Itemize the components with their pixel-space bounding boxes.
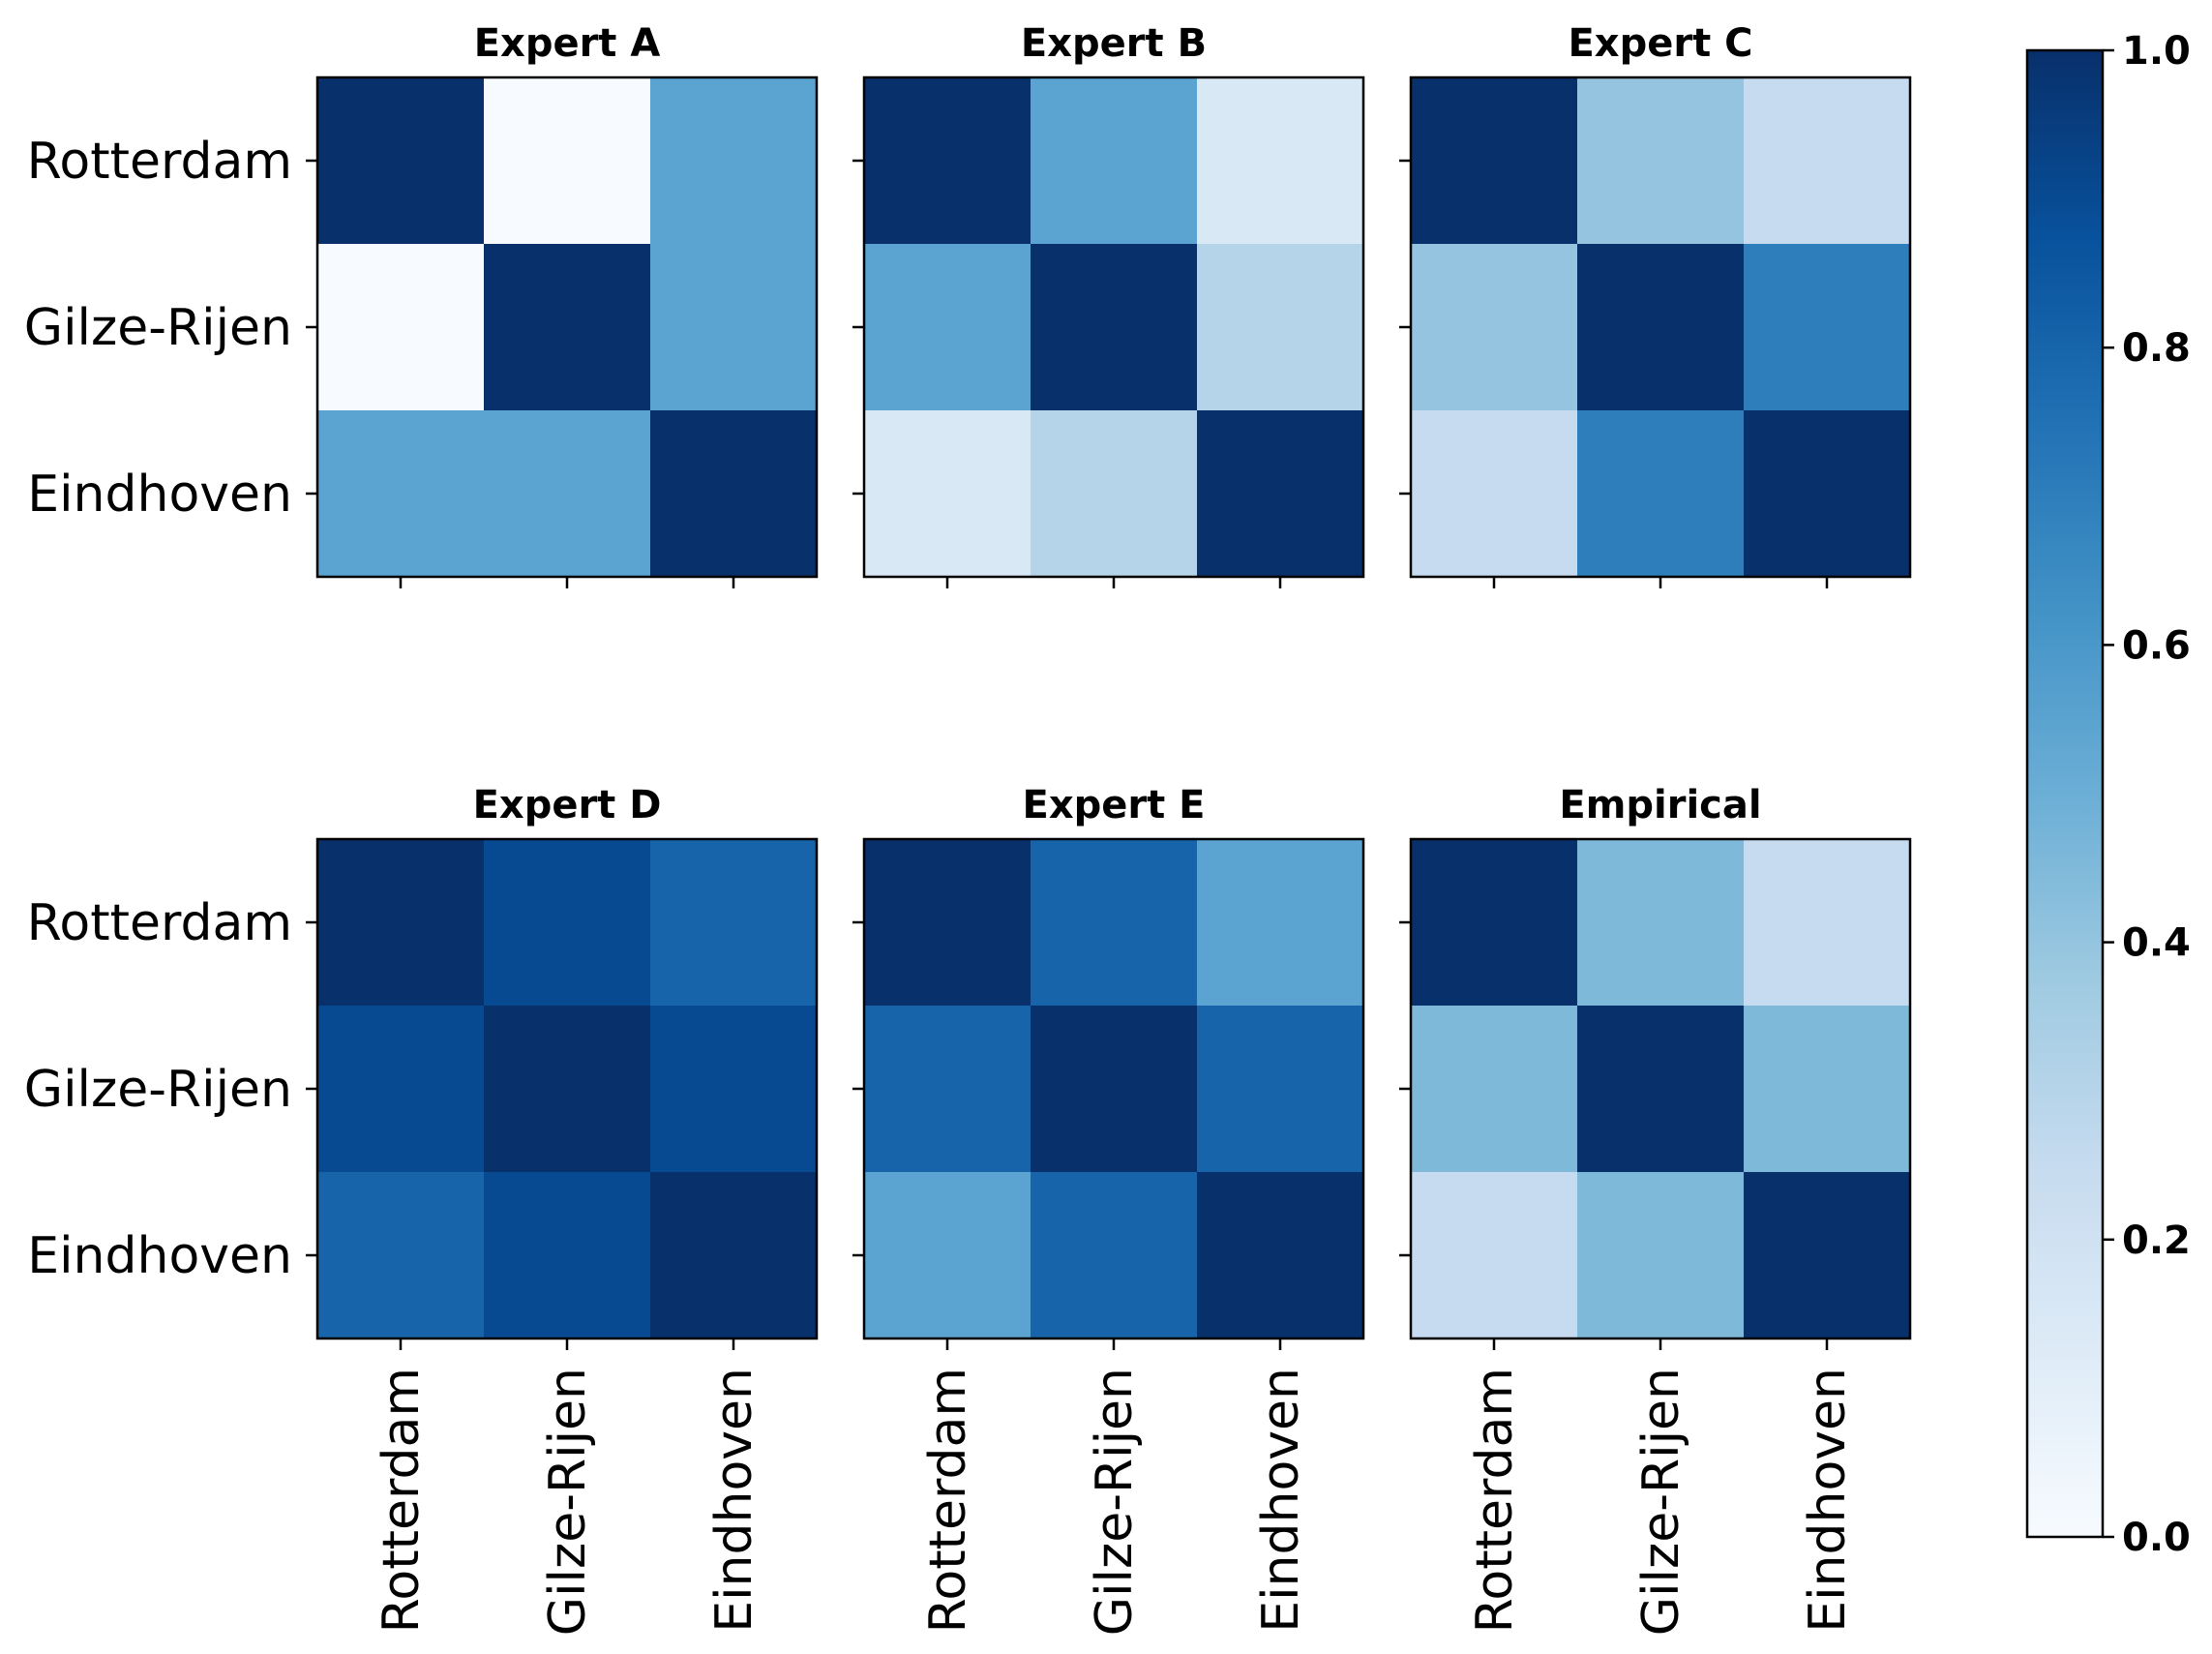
heatmap-cell-rotterdam-eindhoven [1197, 77, 1364, 245]
heatmap-cell-gilze-rijen-eindhoven [1197, 244, 1364, 411]
heatmap-cell-rotterdam-rotterdam [864, 839, 1031, 1007]
y-tick-label: Rotterdam [27, 133, 292, 191]
heatmap-cell-rotterdam-gilze-rijen [484, 77, 651, 245]
heatmap-cell-eindhoven-rotterdam [1411, 410, 1578, 578]
heatmap-cell-eindhoven-gilze-rijen [1577, 410, 1745, 578]
heatmap-cell-gilze-rijen-gilze-rijen [484, 1006, 651, 1173]
panel-expert-c: Expert C [1399, 21, 1912, 588]
colorbar-tick-label: 0.4 [2122, 921, 2191, 966]
x-tick-label: Rotterdam [919, 1368, 977, 1633]
heatmap-cell-rotterdam-eindhoven [650, 839, 818, 1007]
heatmap-cell-gilze-rijen-eindhoven [1197, 1006, 1364, 1173]
heatmap-cell-eindhoven-rotterdam [317, 410, 485, 578]
y-tick-label: Rotterdam [27, 894, 292, 952]
colorbar-tick-label: 0.0 [2122, 1516, 2191, 1560]
x-tick-label: Gilze-Rijen [1632, 1368, 1690, 1636]
heatmap-cell-gilze-rijen-rotterdam [864, 244, 1031, 411]
colorbar-tick-label: 0.6 [2122, 623, 2191, 668]
x-tick-label: Eindhoven [1252, 1368, 1310, 1633]
heatmap-cell-eindhoven-eindhoven [650, 1172, 818, 1339]
heatmap-cell-rotterdam-gilze-rijen [1577, 839, 1745, 1007]
panel-title: Expert C [1568, 21, 1752, 66]
colorbar-tick-label: 1.0 [2122, 29, 2191, 74]
heatmap-cell-gilze-rijen-rotterdam [1411, 244, 1578, 411]
heatmap-cell-eindhoven-rotterdam [317, 1172, 485, 1339]
heatmap-cell-eindhoven-gilze-rijen [1577, 1172, 1745, 1339]
heatmap-cell-gilze-rijen-gilze-rijen [1031, 1006, 1198, 1173]
heatmap-cell-rotterdam-eindhoven [650, 77, 818, 245]
heatmap-cell-eindhoven-eindhoven [1744, 1172, 1911, 1339]
heatmap-cell-eindhoven-eindhoven [1744, 410, 1911, 578]
heatmap-cell-eindhoven-rotterdam [1411, 1172, 1578, 1339]
panel-title: Expert B [1021, 21, 1207, 66]
heatmap-panels: Expert ARotterdamGilze-RijenEindhovenExp… [24, 21, 1912, 1636]
heatmap-cell-eindhoven-eindhoven [1197, 410, 1364, 578]
x-tick-label: Rotterdam [373, 1368, 431, 1633]
x-tick-label: Gilze-Rijen [1086, 1368, 1144, 1636]
heatmap-cell-rotterdam-gilze-rijen [1031, 77, 1198, 245]
panel-title: Expert D [473, 783, 662, 827]
heatmap-cell-gilze-rijen-rotterdam [317, 244, 485, 411]
heatmap-cell-rotterdam-rotterdam [317, 839, 485, 1007]
heatmap-cell-rotterdam-rotterdam [1411, 839, 1578, 1007]
panel-title: Expert A [474, 21, 661, 66]
heatmap-cell-gilze-rijen-eindhoven [650, 244, 818, 411]
heatmap-cell-eindhoven-rotterdam [864, 1172, 1031, 1339]
x-tick-label: Gilze-Rijen [539, 1368, 597, 1636]
colorbar-frame [2025, 48, 2105, 1539]
heatmap-cell-gilze-rijen-gilze-rijen [1577, 1006, 1745, 1173]
heatmap-cell-eindhoven-rotterdam [864, 410, 1031, 578]
heatmap-cell-eindhoven-gilze-rijen [484, 1172, 651, 1339]
heatmap-cell-rotterdam-gilze-rijen [484, 839, 651, 1007]
y-tick-label: Gilze-Rijen [24, 299, 292, 357]
heatmap-cell-rotterdam-rotterdam [1411, 77, 1578, 245]
heatmap-cell-rotterdam-gilze-rijen [1031, 839, 1198, 1007]
heatmap-cell-eindhoven-eindhoven [1197, 1172, 1364, 1339]
panel-title: Empirical [1559, 783, 1761, 827]
heatmap-cell-eindhoven-gilze-rijen [1031, 410, 1198, 578]
panel-expert-e: Expert E Rotterdam Gilze-Rijen Eindhoven [852, 783, 1365, 1636]
heatmap-cell-gilze-rijen-gilze-rijen [1031, 244, 1198, 411]
panel-expert-b: Expert B [852, 21, 1365, 588]
colorbar: 0.0 0.2 0.4 0.6 0.8 1.0 [2025, 29, 2191, 1560]
heatmap-cell-rotterdam-eindhoven [1197, 839, 1364, 1007]
heatmap-cell-gilze-rijen-rotterdam [317, 1006, 485, 1173]
heatmap-cell-gilze-rijen-eindhoven [1744, 1006, 1911, 1173]
panel-expert-a: Expert A Rotterdam Gilze-Rijen Eindhoven [24, 21, 819, 588]
x-tick-label: Eindhoven [1799, 1368, 1857, 1633]
heatmap-cell-rotterdam-gilze-rijen [1577, 77, 1745, 245]
heatmap-cell-gilze-rijen-rotterdam [1411, 1006, 1578, 1173]
heatmap-cell-eindhoven-eindhoven [650, 410, 818, 578]
heatmap-cell-gilze-rijen-gilze-rijen [484, 244, 651, 411]
colorbar-gradient [2027, 50, 2103, 1537]
y-tick-label: Eindhoven [27, 1227, 292, 1285]
heatmap-cell-eindhoven-gilze-rijen [1031, 1172, 1198, 1339]
heatmap-cell-gilze-rijen-eindhoven [650, 1006, 818, 1173]
colorbar-tick-label: 0.2 [2122, 1218, 2191, 1263]
y-tick-label: Eindhoven [27, 466, 292, 524]
colorbar-tick-label: 0.8 [2122, 326, 2191, 371]
heatmap-cell-eindhoven-gilze-rijen [484, 410, 651, 578]
panel-title: Expert E [1023, 783, 1206, 827]
heatmap-cell-rotterdam-rotterdam [864, 77, 1031, 245]
heatmap-cell-rotterdam-eindhoven [1744, 77, 1911, 245]
heatmap-cell-gilze-rijen-gilze-rijen [1577, 244, 1745, 411]
panel-expert-d: Expert D Rotterdam Gilze-Rijen Eindhoven Rot… [24, 783, 819, 1636]
heatmap-cell-gilze-rijen-rotterdam [864, 1006, 1031, 1173]
heatmap-cell-rotterdam-eindhoven [1744, 839, 1911, 1007]
heatmap-cell-rotterdam-rotterdam [317, 77, 485, 245]
x-tick-label: Rotterdam [1466, 1368, 1524, 1633]
panel-empirical: Empirical Rotterdam Gilze-Rijen Eindhoven [1399, 783, 1912, 1636]
x-tick-label: Eindhoven [705, 1368, 763, 1633]
heatmap-cell-gilze-rijen-eindhoven [1744, 244, 1911, 411]
y-tick-label: Gilze-Rijen [24, 1061, 292, 1119]
